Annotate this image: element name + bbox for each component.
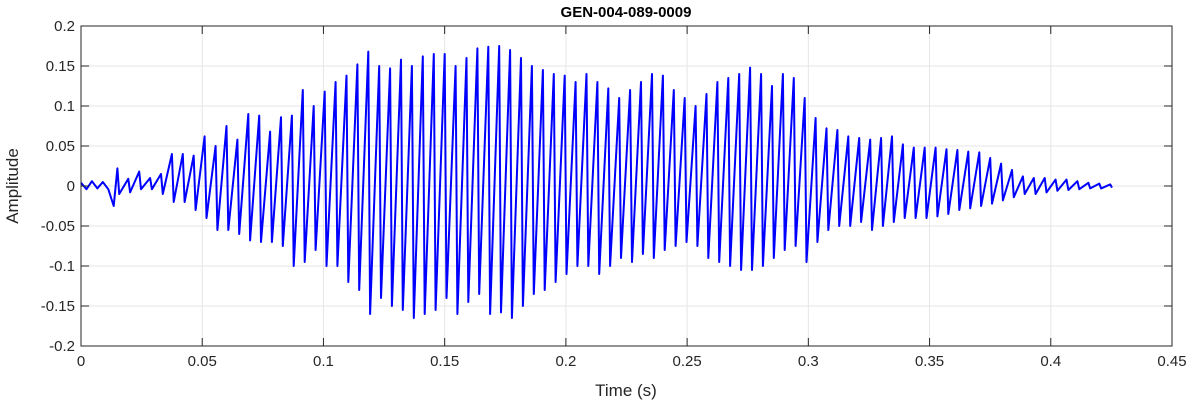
x-tick-label: 0.15 bbox=[430, 353, 459, 370]
x-tick-label: 0.05 bbox=[188, 353, 217, 370]
y-tick-marks bbox=[81, 25, 1172, 347]
y-tick-labels: -0.2 -0.15 -0.1 -0.05 0 0.05 0.1 0.15 0.2 bbox=[41, 18, 75, 355]
y-tick-label: 0.15 bbox=[46, 58, 75, 75]
signal-series-line bbox=[80, 45, 1113, 319]
plot-area bbox=[80, 25, 1173, 347]
y-tick-label: 0.2 bbox=[54, 18, 75, 35]
x-tick-label: 0.25 bbox=[673, 353, 702, 370]
x-tick-label: 0.3 bbox=[798, 353, 819, 370]
y-tick-label: -0.1 bbox=[49, 258, 75, 275]
y-tick-label: 0.05 bbox=[46, 138, 75, 155]
y-tick-label: -0.05 bbox=[41, 218, 75, 235]
y-axis-label: Amplitude bbox=[3, 148, 22, 224]
y-tick-label: -0.2 bbox=[49, 338, 75, 355]
chart-title: GEN-004-089-0009 bbox=[561, 4, 692, 21]
x-tick-marks bbox=[80, 26, 1173, 346]
x-axis-label: Time (s) bbox=[595, 381, 657, 400]
x-tick-label: 0.1 bbox=[313, 353, 334, 370]
x-tick-label: 0.4 bbox=[1040, 353, 1061, 370]
y-tick-label: 0.1 bbox=[54, 98, 75, 115]
y-tick-label: -0.15 bbox=[41, 298, 75, 315]
x-tick-label: 0.45 bbox=[1157, 353, 1186, 370]
x-tick-label: 0.2 bbox=[555, 353, 576, 370]
x-tick-labels: 0 0.05 0.1 0.15 0.2 0.25 0.3 0.35 0.4 0.45 bbox=[77, 353, 1187, 370]
x-tick-label: 0 bbox=[77, 353, 85, 370]
x-tick-label: 0.35 bbox=[915, 353, 944, 370]
y-tick-label: 0 bbox=[67, 178, 75, 195]
